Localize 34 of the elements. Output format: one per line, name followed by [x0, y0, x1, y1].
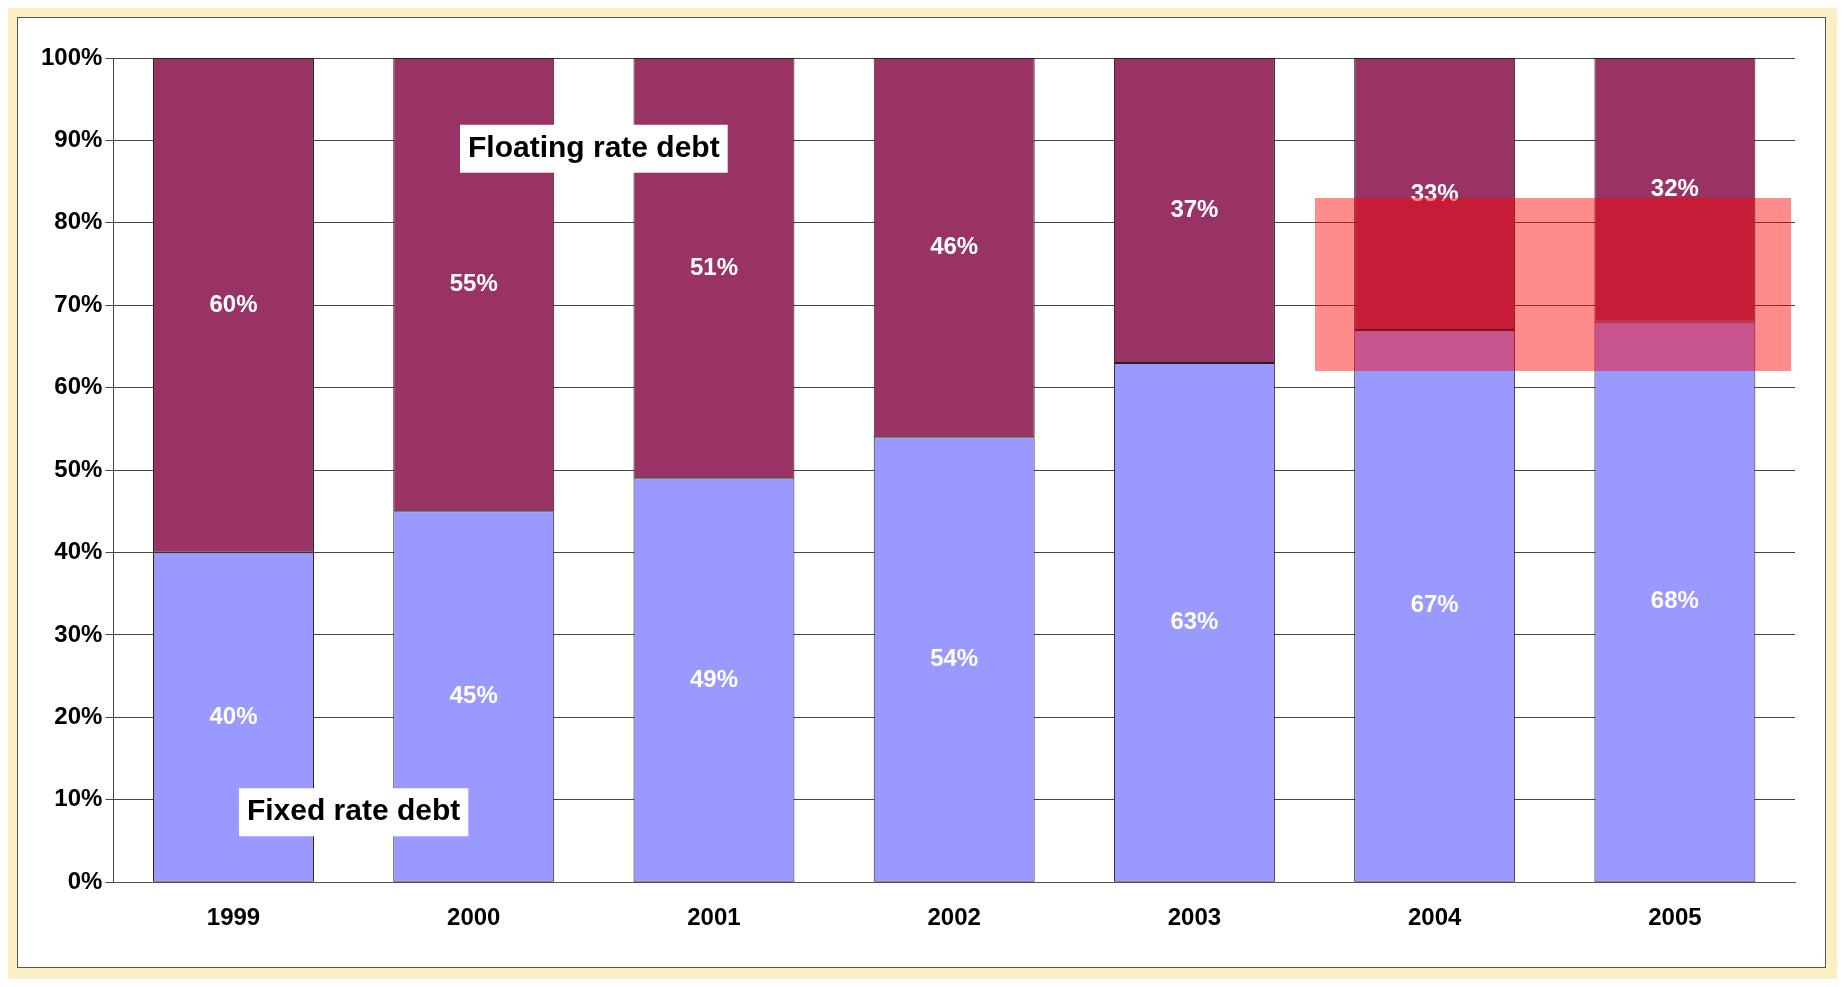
data-label: 49%	[689, 664, 738, 692]
x-tick-label: 2003	[1167, 903, 1222, 931]
data-label: 55%	[449, 269, 498, 297]
y-tick-label: 80%	[54, 207, 103, 235]
x-tick-label: 2001	[687, 903, 741, 931]
y-tick-label: 20%	[54, 701, 103, 729]
y-tick-label: 10%	[54, 784, 103, 812]
y-tick-label: 50%	[54, 454, 103, 482]
y-tick-label: 0%	[67, 866, 103, 894]
y-tick-label: 40%	[54, 537, 103, 565]
data-label: 54%	[930, 644, 979, 672]
y-tick-label: 70%	[54, 289, 103, 317]
data-label: 45%	[449, 681, 498, 709]
data-label: 32%	[1650, 174, 1699, 202]
data-label: 60%	[209, 289, 258, 317]
data-label: 46%	[930, 232, 979, 260]
series-label: Floating rate debt	[468, 129, 720, 163]
x-tick-label: 2004	[1407, 903, 1462, 931]
data-label: 63%	[1170, 606, 1219, 634]
data-label: 37%	[1170, 195, 1219, 223]
y-tick-label: 90%	[54, 125, 103, 153]
x-tick-label: 1999	[206, 903, 261, 931]
data-label: 68%	[1650, 586, 1699, 614]
y-tick-label: 60%	[54, 372, 103, 400]
data-label: 67%	[1410, 590, 1459, 618]
x-tick-label: 2000	[447, 903, 501, 931]
y-tick-label: 30%	[54, 619, 103, 647]
x-tick-label: 2002	[927, 903, 981, 931]
data-label: 51%	[689, 252, 738, 280]
data-label: 33%	[1410, 178, 1459, 206]
series-label: Fixed rate debt	[246, 793, 461, 827]
y-tick-label: 100%	[40, 42, 103, 70]
data-label: 40%	[209, 701, 258, 729]
x-tick-label: 2005	[1648, 903, 1702, 931]
